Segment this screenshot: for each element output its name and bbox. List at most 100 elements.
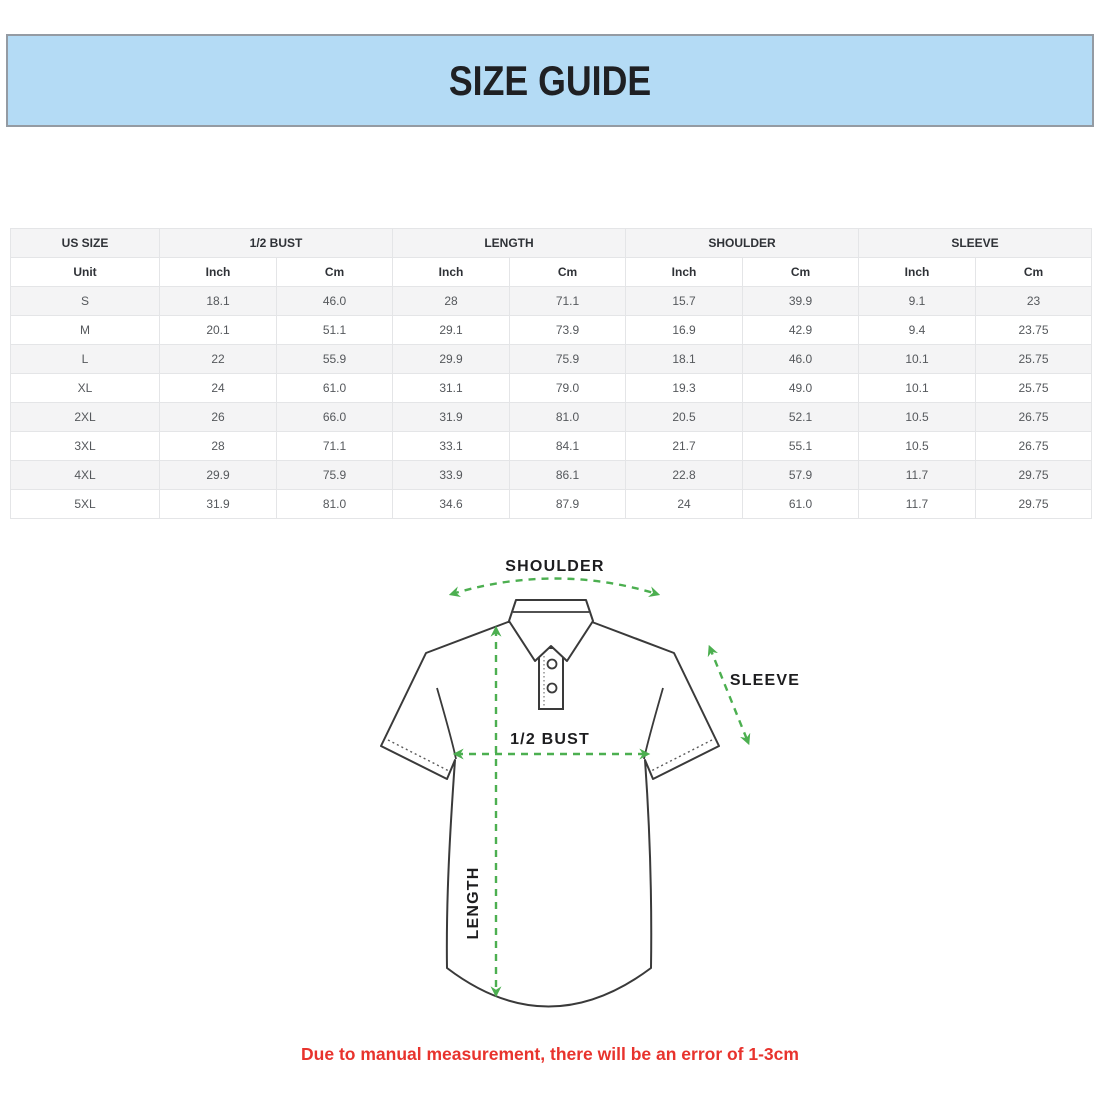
table-cell: 9.1 — [858, 286, 976, 316]
sub-header-cm: Cm — [509, 257, 626, 287]
table-cell: 46.0 — [276, 286, 393, 316]
bust-label: 1/2 BUST — [510, 731, 590, 748]
col-header-bust: 1/2 BUST — [159, 228, 393, 258]
table-cell: 75.9 — [509, 344, 626, 374]
table-cell: 31.9 — [392, 402, 510, 432]
shirt-outline — [380, 621, 720, 1008]
placket — [538, 647, 564, 710]
table-row-3xl: 3XL 28 71.1 33.1 84.1 21.7 55.1 10.5 26.75 — [10, 431, 1093, 461]
table-cell: 19.3 — [625, 373, 743, 403]
sub-header-inch: Inch — [392, 257, 510, 287]
table-cell: 29.75 — [974, 489, 1093, 519]
col-header-sleeve: SLEEVE — [857, 228, 1093, 258]
table-cell: 86.1 — [509, 460, 626, 490]
table-cell: 23 — [974, 286, 1093, 316]
sub-header-cm: Cm — [276, 257, 393, 287]
table-cell: 39.9 — [742, 286, 859, 316]
table-cell: 5XL — [10, 489, 160, 519]
sleeve-arrow — [707, 644, 751, 746]
sub-header-cm: Cm — [742, 257, 859, 287]
sleeve-label: SLEEVE — [730, 672, 800, 689]
table-cell: 20.5 — [625, 402, 743, 432]
table-row-4xl: 4XL 29.9 75.9 33.9 86.1 22.8 57.9 11.7 29.75 — [10, 460, 1093, 490]
table-cell: 33.1 — [392, 431, 510, 461]
sub-header-inch: Inch — [858, 257, 976, 287]
table-cell: 73.9 — [509, 315, 626, 345]
table-cell: M — [10, 315, 160, 345]
table-cell: 29.9 — [159, 460, 277, 490]
table-cell: 61.0 — [276, 373, 393, 403]
size-table: US SIZE 1/2 BUST LENGTH SHOULDER SLEEVE … — [10, 228, 1093, 519]
table-cell: 23.75 — [974, 315, 1093, 345]
table-cell: 2XL — [10, 402, 160, 432]
table-sub-header-row: Unit Inch Cm Inch Cm Inch Cm Inch Cm — [10, 257, 1093, 287]
page-title: SIZE GUIDE — [448, 56, 652, 104]
table-cell: 81.0 — [276, 489, 393, 519]
table-cell: 4XL — [10, 460, 160, 490]
col-header-length: LENGTH — [392, 228, 626, 258]
table-cell: 34.6 — [392, 489, 510, 519]
table-cell: 3XL — [10, 431, 160, 461]
table-cell: 57.9 — [742, 460, 859, 490]
table-cell: XL — [10, 373, 160, 403]
table-cell: 61.0 — [742, 489, 859, 519]
table-cell: 31.1 — [392, 373, 510, 403]
table-cell: 9.4 — [858, 315, 976, 345]
table-cell: 26 — [159, 402, 277, 432]
table-cell: 25.75 — [974, 344, 1093, 374]
sub-header-cm: Cm — [974, 257, 1093, 287]
table-cell: 28 — [392, 286, 510, 316]
col-header-us-size: US SIZE — [10, 228, 160, 258]
table-cell: 55.9 — [276, 344, 393, 374]
length-label: LENGTH — [465, 867, 482, 940]
table-cell: 20.1 — [159, 315, 277, 345]
table-cell: 66.0 — [276, 402, 393, 432]
table-cell: 71.1 — [509, 286, 626, 316]
table-cell: 55.1 — [742, 431, 859, 461]
table-cell: 75.9 — [276, 460, 393, 490]
table-cell: 81.0 — [509, 402, 626, 432]
table-cell: 31.9 — [159, 489, 277, 519]
col-header-shoulder: SHOULDER — [625, 228, 859, 258]
table-cell: 24 — [625, 489, 743, 519]
table-cell: 18.1 — [159, 286, 277, 316]
table-cell: 16.9 — [625, 315, 743, 345]
table-cell: 28 — [159, 431, 277, 461]
table-row-l: L 22 55.9 29.9 75.9 18.1 46.0 10.1 25.75 — [10, 344, 1093, 374]
table-cell: 21.7 — [625, 431, 743, 461]
button-icon — [546, 658, 558, 670]
table-cell: 10.1 — [858, 373, 976, 403]
table-row-s: S 18.1 46.0 28 71.1 15.7 39.9 9.1 23 — [10, 286, 1093, 316]
table-cell: 51.1 — [276, 315, 393, 345]
sub-header-unit: Unit — [10, 257, 160, 287]
table-cell: 42.9 — [742, 315, 859, 345]
table-cell: S — [10, 286, 160, 316]
table-cell: 79.0 — [509, 373, 626, 403]
sub-header-inch: Inch — [159, 257, 277, 287]
table-cell: 15.7 — [625, 286, 743, 316]
table-cell: 33.9 — [392, 460, 510, 490]
table-cell: 24 — [159, 373, 277, 403]
table-cell: 52.1 — [742, 402, 859, 432]
table-cell: 87.9 — [509, 489, 626, 519]
table-row-2xl: 2XL 26 66.0 31.9 81.0 20.5 52.1 10.5 26.75 — [10, 402, 1093, 432]
button-icon — [546, 682, 558, 694]
table-cell: 26.75 — [974, 402, 1093, 432]
table-cell: 11.7 — [858, 489, 976, 519]
right-sleeve-stitch — [650, 739, 713, 772]
table-row-xl: XL 24 61.0 31.1 79.0 19.3 49.0 10.1 25.75 — [10, 373, 1093, 403]
table-cell: L — [10, 344, 160, 374]
sub-header-inch: Inch — [625, 257, 743, 287]
table-cell: 49.0 — [742, 373, 859, 403]
table-row-m: M 20.1 51.1 29.1 73.9 16.9 42.9 9.4 23.75 — [10, 315, 1093, 345]
table-cell: 18.1 — [625, 344, 743, 374]
shoulder-label: SHOULDER — [505, 558, 604, 575]
collar — [508, 599, 594, 662]
shoulder-arrow — [448, 577, 661, 598]
table-cell: 71.1 — [276, 431, 393, 461]
table-group-header-row: US SIZE 1/2 BUST LENGTH SHOULDER SLEEVE — [10, 228, 1093, 258]
table-cell: 11.7 — [858, 460, 976, 490]
size-guide-banner: SIZE GUIDE — [6, 34, 1094, 127]
measurement-disclaimer: Due to manual measurement, there will be… — [301, 1044, 799, 1064]
